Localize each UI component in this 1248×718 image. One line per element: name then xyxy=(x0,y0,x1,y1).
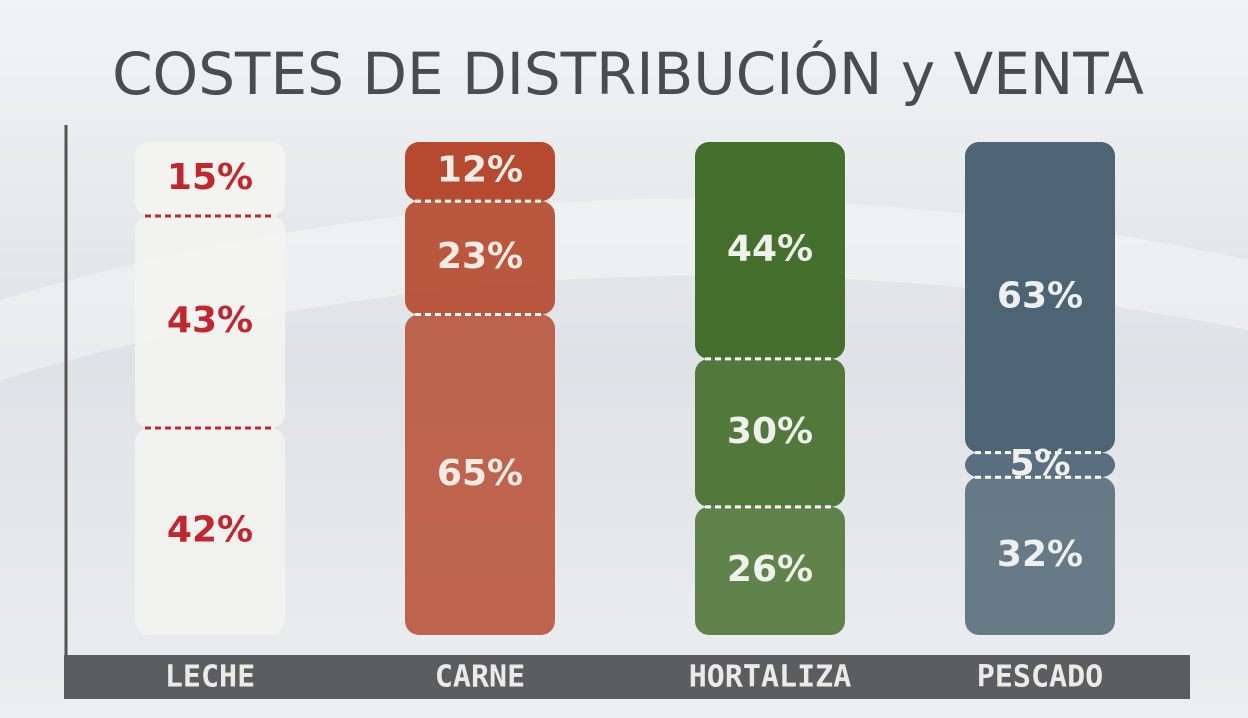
value-label: 32% xyxy=(997,534,1083,575)
value-label: 65% xyxy=(437,453,523,494)
value-label: 23% xyxy=(437,236,523,277)
segment xyxy=(405,201,555,315)
value-label: 43% xyxy=(167,300,253,341)
value-label: 44% xyxy=(727,228,813,269)
x-tick-label: HORTALIZA xyxy=(689,660,852,695)
segment xyxy=(965,142,1115,453)
segment xyxy=(695,142,845,359)
segment xyxy=(695,358,845,507)
value-label: 42% xyxy=(167,509,253,550)
segment xyxy=(135,215,285,428)
segment xyxy=(135,427,285,635)
x-tick-label: LECHE xyxy=(165,660,255,695)
x-tick-label: PESCADO xyxy=(977,660,1103,695)
value-label: 63% xyxy=(997,275,1083,316)
segment xyxy=(405,314,555,635)
value-label: 30% xyxy=(727,411,813,452)
value-label: 12% xyxy=(437,150,523,191)
segment xyxy=(965,477,1115,635)
segment xyxy=(405,142,555,202)
value-label: 15% xyxy=(167,157,253,198)
segment xyxy=(965,452,1115,478)
x-tick-label: CARNE xyxy=(435,660,525,695)
segment xyxy=(135,142,285,216)
chart-title: COSTES DE DISTRIBUCIÓN y VENTA xyxy=(112,39,1144,108)
category-bar xyxy=(64,655,1190,699)
segment xyxy=(695,506,845,635)
value-label: 26% xyxy=(727,549,813,590)
background-swoosh xyxy=(0,198,1248,380)
